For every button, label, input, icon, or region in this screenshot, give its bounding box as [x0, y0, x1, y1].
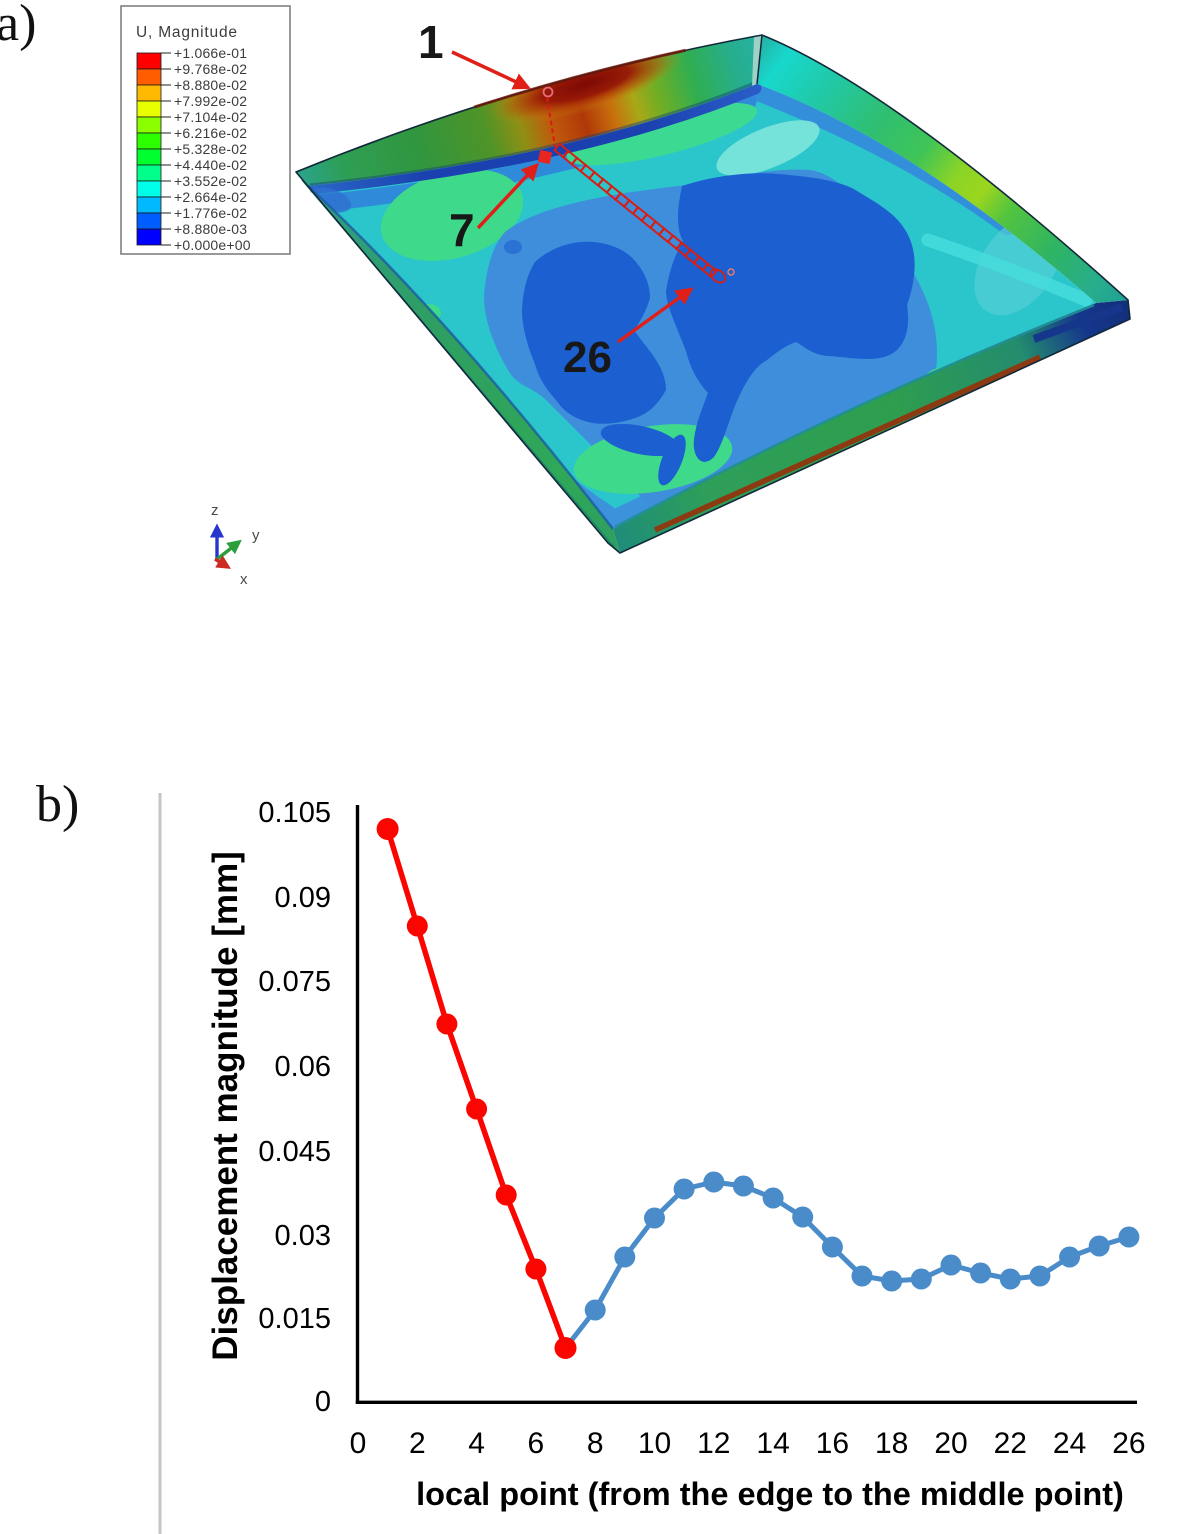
svg-text:Displacement magnitude [mm]: Displacement magnitude [mm]: [206, 851, 245, 1361]
svg-text:6: 6: [528, 1427, 545, 1460]
svg-text:0: 0: [315, 1386, 331, 1418]
svg-text:+8.880e-02: +8.880e-02: [174, 77, 247, 93]
svg-text:0.09: 0.09: [275, 882, 331, 914]
svg-text:18: 18: [875, 1427, 908, 1460]
svg-text:+7.104e-02: +7.104e-02: [174, 109, 247, 125]
svg-text:14: 14: [756, 1427, 789, 1460]
svg-text:+3.552e-02: +3.552e-02: [174, 173, 247, 189]
svg-text:+1.776e-02: +1.776e-02: [174, 205, 247, 221]
svg-text:+1.066e-01: +1.066e-01: [174, 45, 247, 61]
svg-text:+4.440e-02: +4.440e-02: [174, 157, 247, 173]
svg-text:+6.216e-02: +6.216e-02: [174, 125, 247, 141]
svg-text:local point (from the edge to: local point (from the edge to the middle…: [416, 1476, 1124, 1512]
svg-text:+0.000e+00: +0.000e+00: [174, 237, 251, 253]
svg-text:8: 8: [587, 1427, 604, 1460]
svg-text:a): a): [0, 0, 36, 52]
svg-text:+8.880e-03: +8.880e-03: [174, 221, 247, 237]
svg-text:0.03: 0.03: [275, 1220, 331, 1252]
svg-text:0.105: 0.105: [258, 797, 331, 829]
svg-text:+9.768e-02: +9.768e-02: [174, 61, 247, 77]
svg-text:b): b): [36, 776, 79, 833]
svg-text:12: 12: [697, 1427, 730, 1460]
svg-text:+5.328e-02: +5.328e-02: [174, 141, 247, 157]
svg-text:2: 2: [409, 1427, 426, 1460]
svg-text:0.015: 0.015: [258, 1303, 331, 1335]
svg-text:16: 16: [816, 1427, 849, 1460]
svg-text:0.06: 0.06: [275, 1051, 331, 1083]
svg-text:10: 10: [638, 1427, 671, 1460]
svg-text:+7.992e-02: +7.992e-02: [174, 93, 247, 109]
svg-text:22: 22: [994, 1427, 1027, 1460]
svg-text:y: y: [252, 527, 260, 544]
svg-text:26: 26: [1112, 1427, 1145, 1460]
svg-text:U, Magnitude: U, Magnitude: [136, 24, 238, 41]
svg-text:0.045: 0.045: [258, 1136, 331, 1168]
svg-text:7: 7: [449, 204, 475, 256]
svg-text:20: 20: [934, 1427, 967, 1460]
svg-text:24: 24: [1053, 1427, 1086, 1460]
svg-text:x: x: [240, 571, 248, 588]
svg-text:+2.664e-02: +2.664e-02: [174, 189, 247, 205]
svg-text:1: 1: [418, 16, 444, 68]
svg-text:4: 4: [468, 1427, 485, 1460]
svg-text:0.075: 0.075: [258, 966, 331, 998]
svg-text:0: 0: [350, 1427, 367, 1460]
svg-text:26: 26: [563, 333, 612, 382]
svg-text:z: z: [211, 502, 219, 519]
